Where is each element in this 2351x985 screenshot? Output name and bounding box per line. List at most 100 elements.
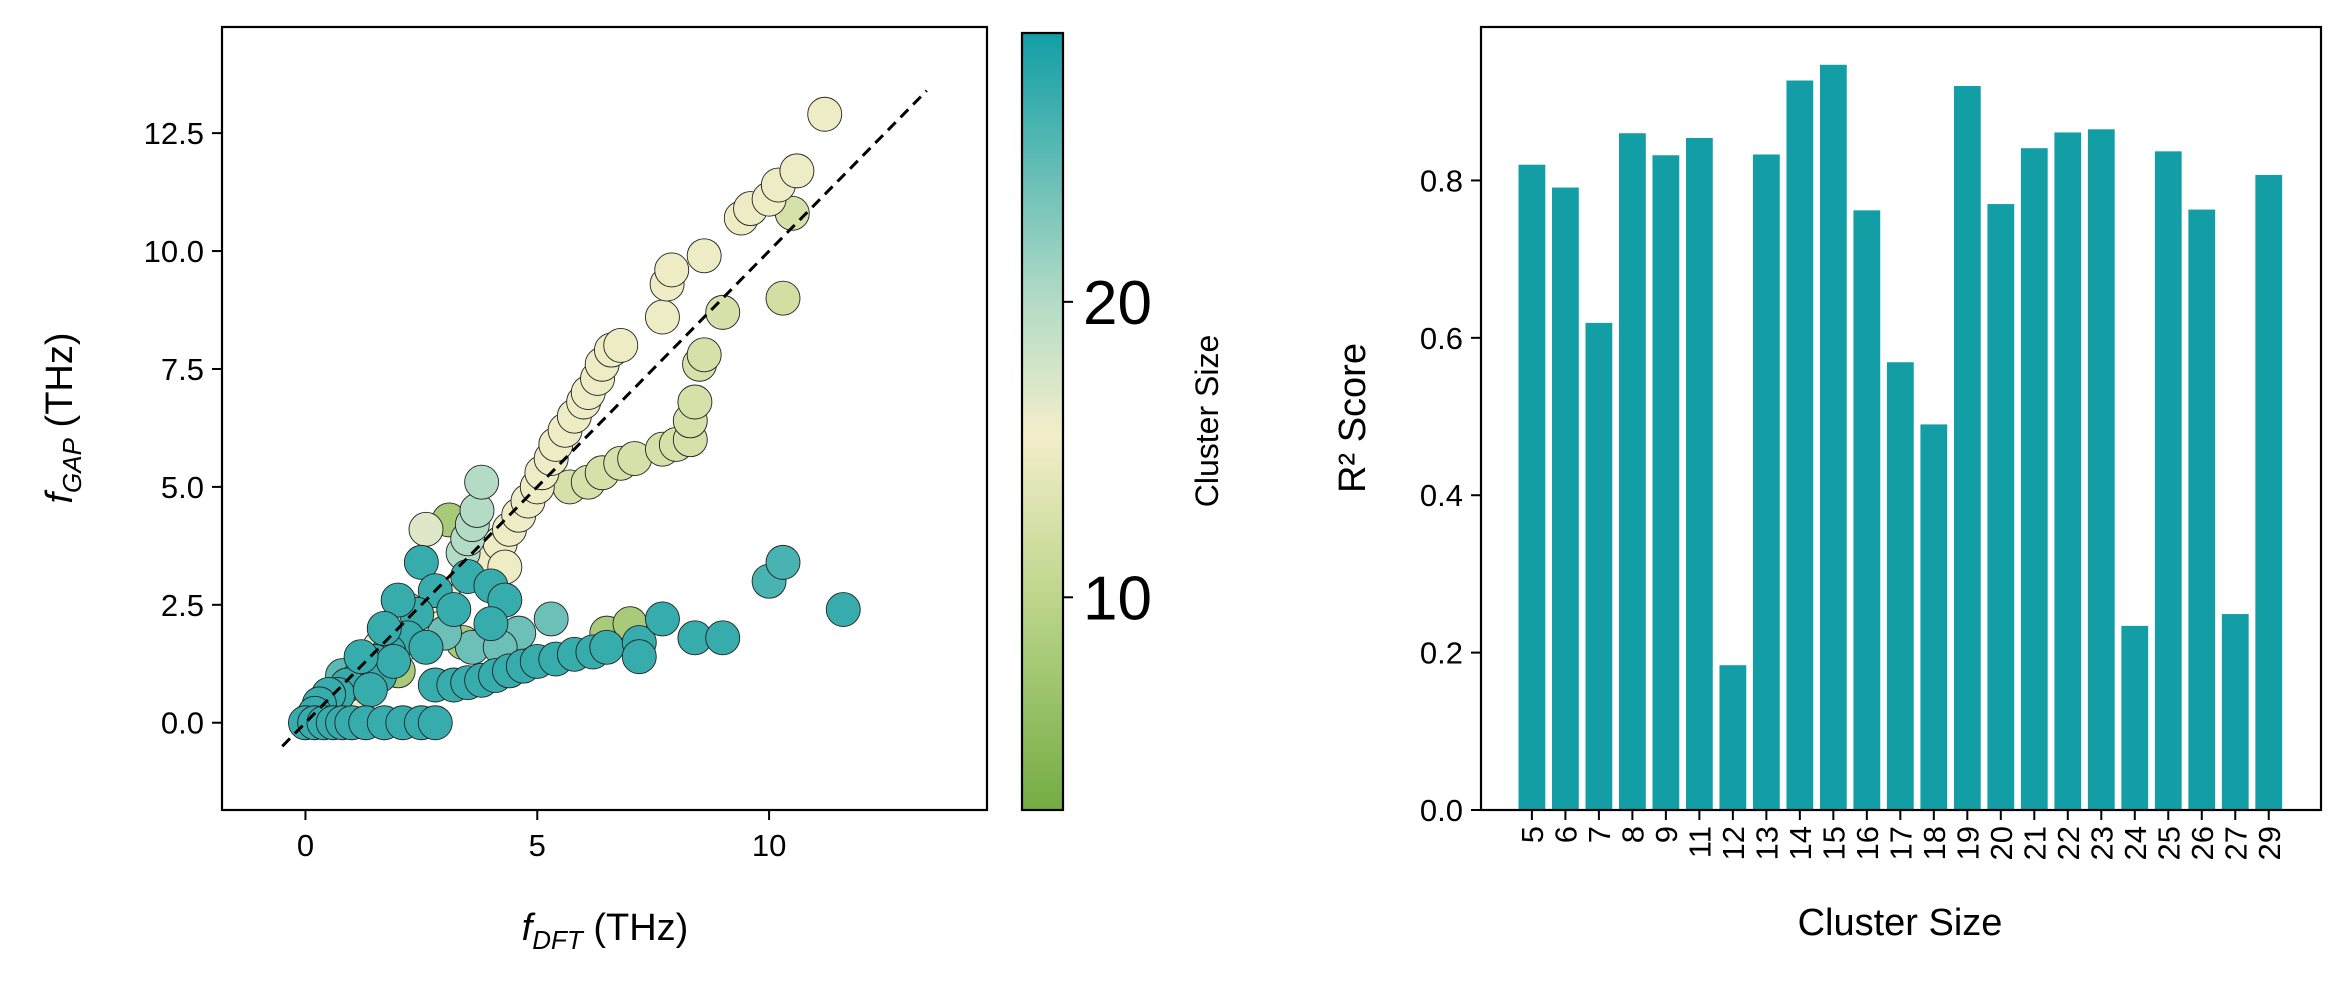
scatter-point <box>621 639 657 675</box>
x-tick-label: 23 <box>2084 826 2119 860</box>
x-tick-label: 29 <box>2252 826 2287 860</box>
x-tick-label: 9 <box>1649 826 1684 843</box>
x-tick-label: 14 <box>1783 826 1818 860</box>
scatter-point <box>825 592 861 627</box>
bar-20 <box>1987 204 2015 810</box>
x-tick-label: 21 <box>2017 826 2052 860</box>
scatter-point <box>380 582 416 618</box>
y-tick-label: 10.0 <box>144 234 204 269</box>
x-tick-label: 19 <box>1950 826 1985 860</box>
x-tick-label: 10 <box>752 828 786 863</box>
scatter-point <box>807 96 843 132</box>
x-tick-label: 18 <box>1917 826 1952 860</box>
y-tick-label: 5.0 <box>161 470 204 505</box>
scatter-axes-frame <box>220 25 989 812</box>
bar-27 <box>2221 614 2249 810</box>
scatter-point <box>686 337 722 373</box>
x-tick-label: 16 <box>1850 826 1885 860</box>
x-tick-label: 22 <box>2051 826 2086 860</box>
bar-6 <box>1552 187 1579 810</box>
colorbar-tick-label: 20 <box>1083 269 1152 338</box>
scatter-ticks: 0 5 10 0.0 2.5 5.0 7.5 10.0 12.5 <box>144 116 787 863</box>
scatter-y-axis-label: fGAP (THz) <box>39 332 87 503</box>
x-tick-label: 20 <box>1984 826 2019 860</box>
bar-17 <box>1886 362 1914 810</box>
bar-26 <box>2188 209 2216 810</box>
bar-5 <box>1518 164 1546 810</box>
y-tick-label: 0.2 <box>1420 636 1463 671</box>
scatter-point <box>343 639 379 675</box>
x-tick-label: 0 <box>297 828 314 863</box>
bar-19 <box>1953 86 1981 811</box>
colorbar-label: Cluster Size <box>1189 335 1225 508</box>
bar-24 <box>2121 625 2149 810</box>
scatter-x-axis-label: fDFT (THz) <box>522 907 689 955</box>
x-tick-label: 8 <box>1615 826 1650 843</box>
x-tick-label: 27 <box>2218 826 2253 860</box>
scatter-point <box>645 299 680 335</box>
x-tick-label: 5 <box>1515 826 1550 843</box>
x-tick-label: 5 <box>529 828 546 863</box>
bar-ticks: 5678911121314151617181920212223242526272… <box>1420 163 2287 860</box>
bar-9 <box>1652 155 1680 810</box>
bar-21 <box>2020 148 2048 811</box>
scatter-point <box>705 620 741 656</box>
colorbar-gradient <box>1020 31 1065 812</box>
x-tick-label: 17 <box>1883 826 1918 860</box>
scatter-point <box>473 606 509 642</box>
y-tick-label: 12.5 <box>144 116 204 151</box>
colorbar-tick-label: 10 <box>1083 564 1152 633</box>
bar-23 <box>2087 129 2115 810</box>
bar-8 <box>1618 133 1646 810</box>
scatter-point <box>376 643 411 679</box>
bar-15 <box>1819 64 1847 810</box>
bar-y-axis-label: R² Score <box>1332 343 1374 493</box>
identity-reference-line <box>281 89 928 748</box>
scatter-point <box>589 629 625 665</box>
scatter-point <box>677 384 713 420</box>
x-tick-label: 6 <box>1548 826 1583 843</box>
y-tick-label: 0.0 <box>161 706 204 741</box>
x-tick-label: 26 <box>2185 826 2220 860</box>
y-tick-label: 0.8 <box>1420 163 1463 198</box>
scatter-point <box>403 544 439 580</box>
scatter-point <box>408 511 444 547</box>
scatter-point <box>765 544 801 580</box>
scatter-point <box>352 672 388 708</box>
scatter-point <box>686 238 722 274</box>
x-tick-label: 12 <box>1716 826 1751 860</box>
bar-12 <box>1719 665 1747 810</box>
scatter-point <box>464 464 500 500</box>
scatter-point <box>366 610 402 646</box>
bar-22 <box>2054 132 2082 811</box>
x-tick-label: 13 <box>1749 826 1784 860</box>
bar-29 <box>2255 174 2283 810</box>
x-tick-label: 11 <box>1682 826 1717 858</box>
scatter-points <box>288 96 861 741</box>
y-tick-label: 0.0 <box>1420 793 1463 828</box>
y-tick-label: 7.5 <box>161 352 204 387</box>
bar-14 <box>1786 80 1814 811</box>
scatter-point <box>654 252 690 288</box>
x-tick-label: 15 <box>1816 826 1851 860</box>
scatter-point <box>779 153 815 189</box>
x-tick-label: 7 <box>1582 826 1617 843</box>
bar-16 <box>1853 210 1881 810</box>
bar-chart: 5678911121314151617181920212223242526272… <box>1332 25 2323 944</box>
scatter-point <box>765 280 801 316</box>
x-tick-label: 25 <box>2151 826 2186 860</box>
colorbar-ticks: 10 20 <box>1063 269 1152 633</box>
scatter-point <box>645 601 680 637</box>
scatter-point <box>436 592 472 627</box>
bar-7 <box>1585 322 1613 810</box>
bar-18 <box>1920 424 1948 810</box>
scatter-point <box>417 705 453 741</box>
bars <box>1518 64 2283 811</box>
scatter-point <box>533 601 569 637</box>
bar-25 <box>2154 151 2182 810</box>
scatter-plot: 0 5 10 0.0 2.5 5.0 7.5 10.0 12.5 fDFT (THz) fGAP… <box>39 25 989 955</box>
scatter-point <box>603 327 639 363</box>
scatter-point <box>705 294 741 330</box>
y-tick-label: 0.4 <box>1420 478 1463 513</box>
